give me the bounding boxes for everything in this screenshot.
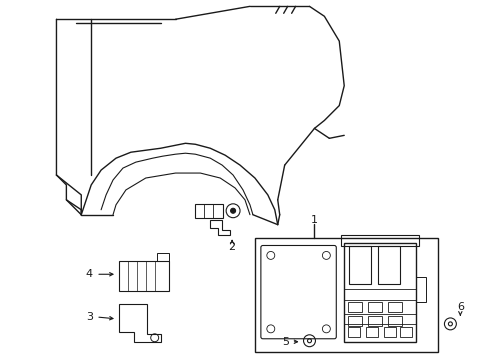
Bar xyxy=(195,204,223,218)
Bar xyxy=(383,327,395,337)
Bar xyxy=(347,316,361,326)
Bar xyxy=(367,316,381,326)
Bar xyxy=(344,243,415,342)
Bar xyxy=(347,327,359,337)
Text: 4: 4 xyxy=(85,269,93,279)
Text: 2: 2 xyxy=(228,243,235,252)
Bar xyxy=(387,316,401,326)
Text: 3: 3 xyxy=(85,312,93,322)
Bar xyxy=(348,247,370,284)
Bar xyxy=(254,238,438,352)
Text: 1: 1 xyxy=(310,215,317,225)
Bar xyxy=(377,247,399,284)
Bar xyxy=(347,302,361,312)
Bar xyxy=(119,261,168,291)
Bar xyxy=(341,235,418,247)
Bar xyxy=(399,327,411,337)
Bar xyxy=(387,302,401,312)
Bar xyxy=(366,327,377,337)
Text: 5: 5 xyxy=(282,337,288,347)
Circle shape xyxy=(230,208,235,213)
Bar xyxy=(367,302,381,312)
Text: 6: 6 xyxy=(456,302,463,312)
Bar xyxy=(415,277,425,302)
